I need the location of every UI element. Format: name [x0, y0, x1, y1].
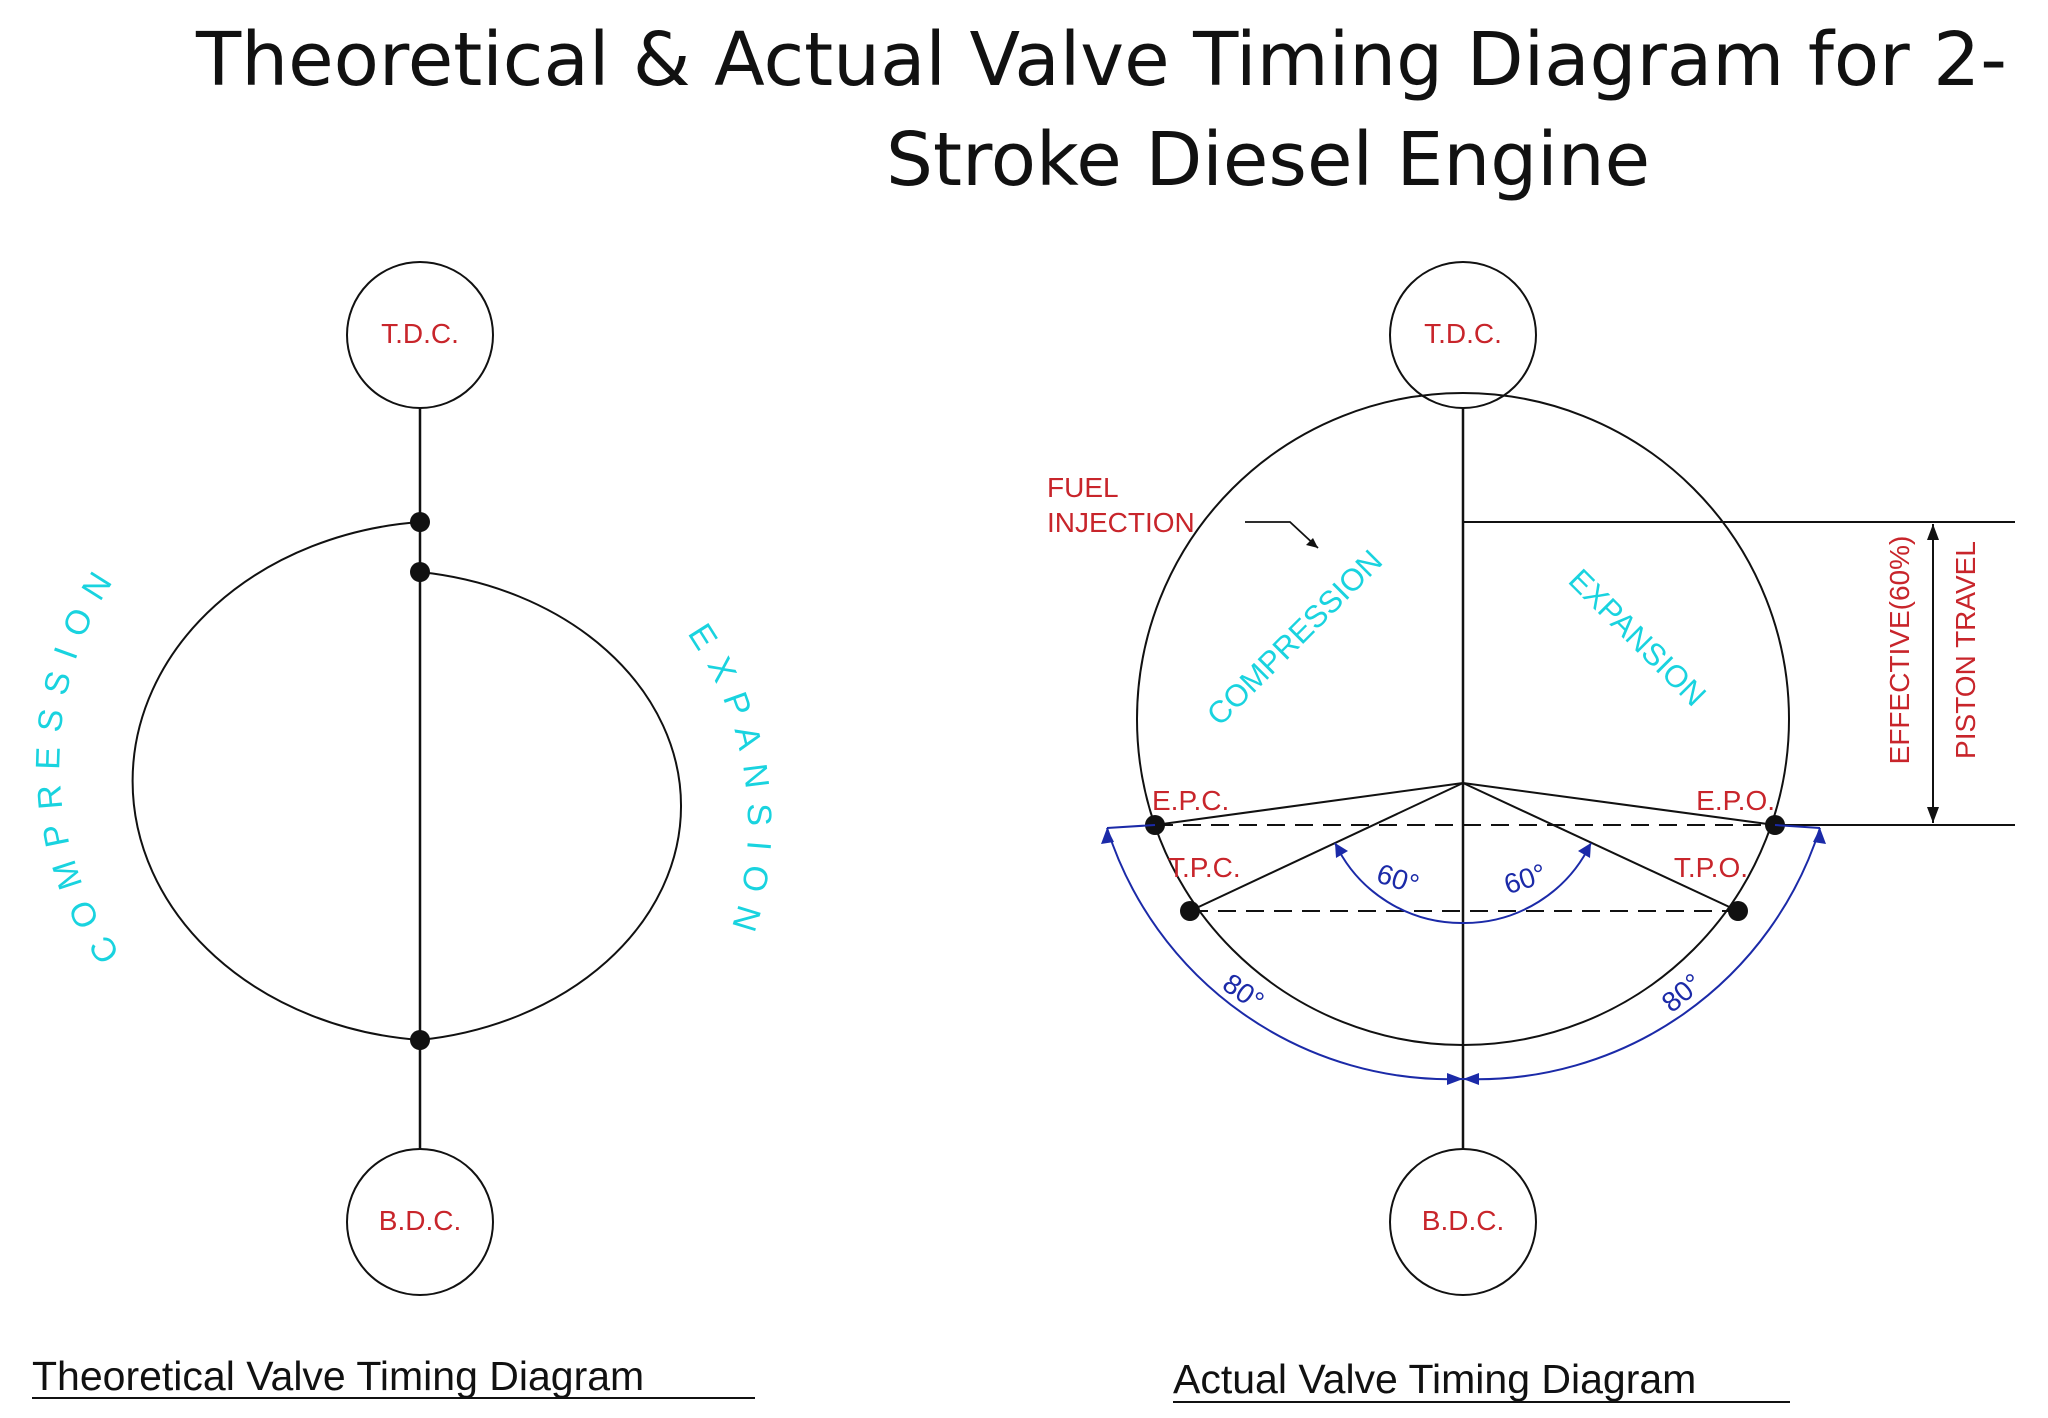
- actual-angle-arc-left-inner: [1334, 842, 1464, 925]
- actual-tpc-label: T.P.C.: [1168, 852, 1241, 883]
- page-title-line-2: Stroke Diesel Engine: [886, 117, 1651, 203]
- actual-tdc-label: T.D.C.: [1424, 318, 1502, 349]
- theoretical-tdc-label: T.D.C.: [381, 318, 459, 349]
- actual-fuel-injection-leader: [1245, 521, 1319, 549]
- actual-angle-arc-right-inner: [1462, 842, 1592, 925]
- actual-caption: Actual Valve Timing Diagram: [1173, 1356, 1696, 1402]
- actual-fuel-injection-arrowhead: [1306, 538, 1318, 548]
- actual-angle-arrow-right-inner: [1578, 843, 1591, 858]
- theoretical-diagram: T.D.C. B.D.C. COMPRESSION EXPANSION Theo…: [29, 261, 778, 1399]
- actual-outer-arrow-right: [1813, 828, 1826, 844]
- actual-angle-arc-left-outer: [1106, 827, 1464, 1081]
- actual-dimension-arrow-bottom: [1927, 807, 1939, 823]
- actual-main-circle: [1136, 392, 1790, 1046]
- actual-outer-arc-tick-left: [1106, 824, 1156, 829]
- actual-fuel-injection-label-1: FUEL: [1047, 472, 1119, 503]
- actual-diagram: T.D.C. B.D.C. E.P.C. E.P.O. T.P.C. T.P.O…: [1047, 261, 2015, 1403]
- actual-fuel-injection-label-2: INJECTION: [1047, 507, 1195, 538]
- actual-outer-arrow-bottom-right: [1463, 1073, 1479, 1085]
- theoretical-dot-top: [410, 512, 430, 532]
- actual-compression-label: COMPRESSION: [1200, 543, 1389, 732]
- actual-angle-arc-right-outer: [1462, 827, 1821, 1081]
- theoretical-dot-upper: [410, 562, 430, 582]
- page-title-line-1: Theoretical & Actual Valve Timing Diagra…: [196, 17, 2007, 103]
- page-title: Theoretical & Actual Valve Timing Diagra…: [0, 10, 2048, 210]
- theoretical-dot-bottom: [410, 1030, 430, 1050]
- actual-epc-label: E.P.C.: [1152, 785, 1229, 816]
- actual-radius-tpo: [1462, 782, 1739, 912]
- actual-tpo-dot: [1728, 901, 1748, 921]
- theoretical-expansion-curve: [419, 571, 683, 1041]
- theoretical-compression-label: COMPRESSION: [29, 554, 127, 970]
- theoretical-caption: Theoretical Valve Timing Diagram: [32, 1353, 644, 1399]
- actual-outer-arrow-bottom-left: [1447, 1073, 1463, 1085]
- actual-bdc-label: B.D.C.: [1422, 1205, 1504, 1236]
- actual-epo-label: E.P.O.: [1696, 785, 1775, 816]
- theoretical-bdc-label: B.D.C.: [379, 1205, 461, 1236]
- actual-radius-epo: [1462, 782, 1776, 826]
- actual-angle-right-inner-label: 60°: [1500, 858, 1550, 901]
- actual-effective-label: EFFECTIVE(60%): [1884, 536, 1915, 765]
- actual-angle-arrow-left-inner: [1335, 843, 1348, 858]
- actual-radius-epc: [1154, 782, 1464, 826]
- actual-angle-left-inner-label: 60°: [1373, 858, 1423, 901]
- actual-piston-travel-label: PISTON TRAVEL: [1950, 541, 1981, 759]
- actual-dimension-arrow-top: [1927, 524, 1939, 540]
- theoretical-compression-curve: [131, 521, 421, 1041]
- theoretical-expansion-label: EXPANSION: [680, 617, 778, 949]
- actual-tpo-label: T.P.O.: [1674, 852, 1748, 883]
- actual-outer-arrow-left: [1101, 828, 1114, 844]
- actual-expansion-label: EXPANSION: [1562, 562, 1713, 713]
- actual-radius-tpc: [1189, 782, 1464, 912]
- actual-outer-arc-tick-right: [1774, 824, 1821, 829]
- actual-tpc-dot: [1180, 901, 1200, 921]
